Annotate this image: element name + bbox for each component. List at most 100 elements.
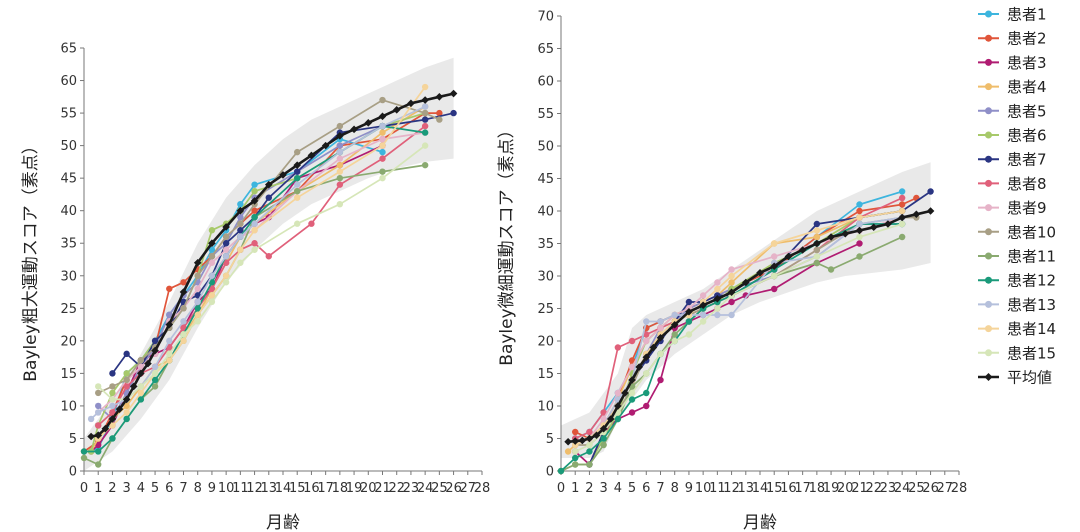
- data-point: [898, 201, 906, 208]
- data-point: [771, 285, 778, 293]
- series-line: [97, 131, 426, 414]
- data-point: [643, 337, 650, 345]
- x-tick-label: 11: [709, 481, 726, 496]
- data-point: [294, 148, 301, 156]
- data-point: [614, 389, 622, 397]
- data-point: [237, 200, 244, 208]
- data-point: [109, 383, 116, 390]
- x-tick-label: 5: [628, 481, 636, 496]
- data-point: [770, 262, 779, 271]
- data-point: [813, 233, 821, 241]
- y-tick-label: 40: [60, 204, 77, 219]
- data-point: [685, 331, 693, 338]
- data-point: [222, 240, 230, 247]
- data-point: [308, 220, 315, 227]
- x-tick-label: 0: [557, 481, 565, 496]
- data-point: [208, 298, 216, 305]
- legend-label: 患者13: [1007, 296, 1056, 314]
- range-band: [84, 57, 454, 472]
- series-平均値: [87, 89, 458, 441]
- data-point: [728, 298, 735, 306]
- data-point: [564, 437, 572, 446]
- data-point: [237, 233, 244, 240]
- data-point: [628, 409, 636, 416]
- data-point: [208, 259, 216, 266]
- data-point: [449, 89, 458, 98]
- data-point: [657, 318, 664, 325]
- data-point: [379, 122, 386, 130]
- data-point: [151, 346, 159, 355]
- x-axis-label: 月齢: [266, 513, 300, 532]
- x-tick-label: 1: [94, 481, 102, 496]
- data-point: [166, 357, 173, 364]
- data-point: [350, 125, 358, 134]
- x-tick-label: 19: [823, 481, 840, 496]
- series-平均値: [564, 207, 935, 446]
- x-tick-label: 4: [614, 481, 622, 496]
- data-point: [884, 220, 892, 228]
- y-tick-label: 15: [60, 367, 77, 382]
- data-point: [699, 301, 707, 310]
- legend-label: 患者14: [1007, 320, 1056, 338]
- data-point: [813, 253, 821, 260]
- data-point: [123, 370, 130, 377]
- data-point: [109, 435, 116, 442]
- data-point: [699, 311, 707, 319]
- x-tick-label: 6: [165, 481, 173, 496]
- x-tick-label: 28: [951, 481, 968, 496]
- data-point: [279, 171, 287, 179]
- data-point: [798, 246, 807, 254]
- x-tick-label: 15: [289, 481, 306, 496]
- x-tick-label: 24: [894, 481, 911, 496]
- data-point: [336, 174, 344, 182]
- data-point: [251, 240, 258, 247]
- legend-label: 患者8: [1007, 175, 1047, 193]
- data-point: [670, 320, 679, 329]
- legend-label: 患者4: [1007, 78, 1047, 96]
- data-point: [137, 396, 145, 403]
- data-point: [222, 272, 230, 279]
- data-point: [101, 424, 110, 433]
- x-tick-label: 25: [908, 481, 925, 496]
- data-point: [194, 311, 201, 319]
- data-point: [926, 207, 935, 215]
- data-point: [251, 187, 258, 195]
- data-point: [137, 383, 145, 390]
- data-point: [614, 402, 622, 410]
- x-tick-label: 21: [374, 481, 391, 496]
- data-point: [614, 415, 622, 423]
- data-point: [294, 220, 301, 227]
- legend-marker: [985, 276, 992, 284]
- data-point: [813, 239, 821, 248]
- data-point: [728, 266, 735, 273]
- data-point: [151, 383, 159, 390]
- data-point: [208, 246, 216, 253]
- y-tick-label: 65: [60, 42, 77, 57]
- data-point: [264, 180, 273, 189]
- data-point: [421, 161, 429, 169]
- data-point: [194, 285, 201, 292]
- x-tick-label: 10: [695, 481, 712, 496]
- data-point: [237, 259, 244, 266]
- data-point: [421, 122, 429, 130]
- x-tick-label: 12: [246, 481, 263, 496]
- data-point: [714, 279, 721, 286]
- data-point: [237, 220, 244, 227]
- data-point: [713, 294, 722, 303]
- data-point: [436, 109, 443, 117]
- data-point: [194, 298, 201, 305]
- data-point: [336, 200, 344, 208]
- data-point: [600, 409, 607, 416]
- data-point: [194, 305, 201, 312]
- data-point: [95, 441, 102, 449]
- data-point: [728, 279, 735, 286]
- data-point: [222, 233, 230, 240]
- data-point: [756, 268, 764, 277]
- data-point: [265, 194, 272, 201]
- data-point: [336, 155, 344, 162]
- data-point: [123, 350, 130, 358]
- data-point: [251, 214, 258, 221]
- x-tick-label: 19: [346, 481, 363, 496]
- data-point: [657, 324, 664, 332]
- data-point: [600, 415, 607, 423]
